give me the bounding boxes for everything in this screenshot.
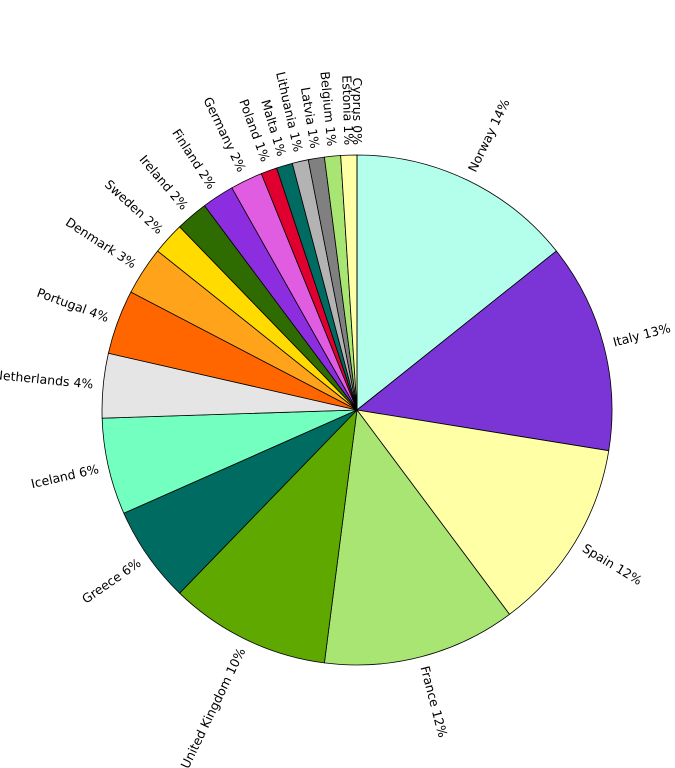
value-label: 6% bbox=[119, 555, 144, 579]
category-label: Norway bbox=[464, 124, 498, 174]
slice-label: Spain12% bbox=[580, 540, 645, 587]
category-label: Portugal bbox=[35, 284, 89, 316]
slice-label: Latvia1% bbox=[298, 86, 323, 150]
value-label: 12% bbox=[614, 560, 646, 587]
pie-slice bbox=[356, 409, 610, 615]
category-label: Germany bbox=[201, 94, 240, 153]
pie-slice bbox=[356, 154, 557, 411]
slice-label: Sweden2% bbox=[102, 176, 166, 236]
category-label: Denmark bbox=[63, 214, 120, 258]
value-label: 14% bbox=[487, 96, 513, 128]
slice-label: Belgium 1% bbox=[318, 71, 340, 147]
value-label: 4% bbox=[87, 304, 111, 325]
value-label: 10% bbox=[222, 645, 248, 677]
category-label: Spain bbox=[580, 540, 618, 571]
slice-label: Estonia 1% bbox=[340, 75, 357, 145]
slice-label: France12% bbox=[418, 664, 451, 739]
slice-label: Italy13% bbox=[611, 320, 672, 349]
category-label: France bbox=[418, 664, 443, 708]
pie-slice bbox=[356, 250, 613, 452]
category-label: Belgium bbox=[318, 71, 338, 123]
value-label: 1% bbox=[305, 127, 323, 149]
value-label: 4% bbox=[73, 374, 94, 391]
value-label: 1% bbox=[287, 130, 306, 153]
pie-slice bbox=[179, 408, 358, 664]
category-label: United Kingdom bbox=[177, 674, 234, 768]
value-label: 6% bbox=[77, 461, 100, 480]
category-label: Greece bbox=[79, 568, 124, 606]
value-label: 2% bbox=[196, 167, 219, 192]
value-label: 2% bbox=[228, 150, 250, 174]
category-label: Netherlands bbox=[0, 366, 70, 388]
slice-label: Norway14% bbox=[464, 96, 512, 174]
category-label: Iceland bbox=[29, 466, 76, 491]
value-label: 12% bbox=[429, 708, 451, 739]
pie-slice bbox=[323, 408, 511, 666]
value-label: 1% bbox=[270, 135, 290, 158]
category-label: Sweden bbox=[102, 176, 149, 220]
slice-label: Finland2% bbox=[170, 126, 220, 192]
slice-label: United Kingdom10% bbox=[177, 645, 248, 768]
slice-label: Cyprus 0% bbox=[351, 78, 366, 146]
category-label: Latvia bbox=[298, 86, 319, 126]
slice-label: Ireland2% bbox=[137, 152, 192, 213]
slice-label: Iceland6% bbox=[29, 461, 100, 491]
slice-label: Denmark3% bbox=[63, 214, 139, 271]
value-label: 13% bbox=[641, 320, 672, 342]
slice-label: Netherlands 4% bbox=[0, 366, 94, 391]
category-label: Cyprus bbox=[351, 78, 366, 122]
value-label: 3% bbox=[115, 247, 140, 270]
value-label: 2% bbox=[167, 188, 191, 213]
value-label: 1% bbox=[323, 126, 340, 147]
category-label: Estonia bbox=[340, 75, 356, 121]
value-label: 1% bbox=[341, 125, 357, 145]
category-label: Finland bbox=[170, 126, 207, 172]
slice-label: Portugal4% bbox=[35, 284, 111, 324]
category-label: Ireland bbox=[137, 152, 176, 195]
slice-label: Greece6% bbox=[79, 555, 144, 606]
value-label: 1% bbox=[253, 140, 274, 164]
value-label: 0% bbox=[351, 125, 366, 145]
category-label: Italy bbox=[611, 328, 642, 350]
value-label: 2% bbox=[142, 212, 167, 237]
